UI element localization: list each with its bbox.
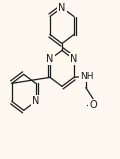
Text: N: N: [46, 54, 54, 64]
Text: N: N: [58, 3, 66, 13]
Text: N: N: [32, 96, 39, 106]
Text: NH: NH: [80, 72, 93, 81]
Text: N: N: [70, 54, 78, 64]
Text: O: O: [89, 100, 97, 110]
